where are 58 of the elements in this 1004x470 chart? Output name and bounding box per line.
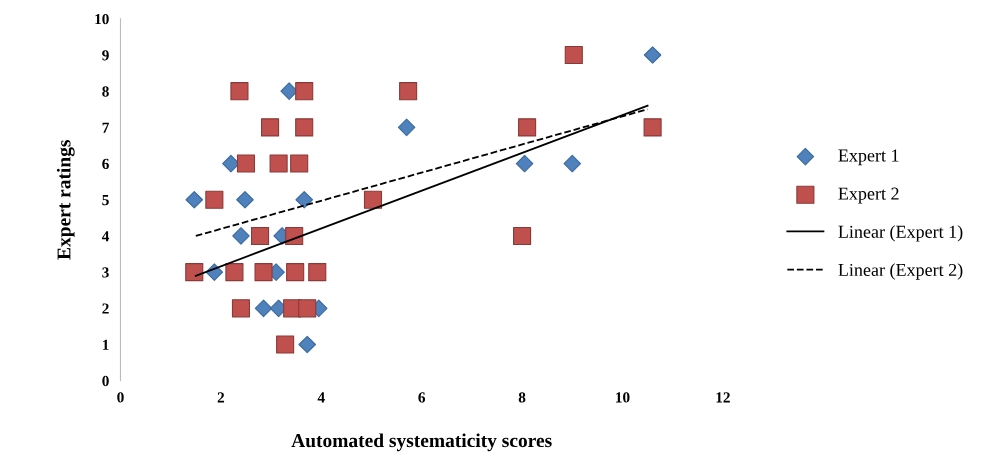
x-tick-label: 4 — [317, 392, 325, 403]
y-axis-title: Expert ratings — [56, 140, 75, 260]
point — [254, 299, 273, 318]
point — [643, 46, 662, 64]
y-tick-label: 8 — [102, 86, 109, 97]
point — [185, 190, 204, 209]
point — [399, 82, 418, 101]
point — [236, 154, 256, 173]
point — [231, 299, 251, 318]
legend-label: Linear (Expert 1) — [838, 225, 963, 242]
x-axis-title: Automated systematicity scores — [291, 433, 552, 452]
legend-label: Expert 1 — [838, 149, 899, 166]
point — [298, 335, 316, 354]
x-tick-label: 2 — [217, 392, 225, 403]
point — [225, 263, 244, 282]
x-tick-label: 0 — [117, 392, 124, 403]
x-tick-label: 6 — [418, 392, 426, 403]
y-tick-label: 2 — [102, 303, 109, 314]
point — [308, 263, 327, 282]
point — [261, 118, 280, 137]
point — [397, 118, 416, 137]
point — [276, 335, 295, 354]
y-tick-label: 5 — [102, 195, 109, 206]
y-tick-label: 7 — [102, 122, 109, 133]
point — [254, 263, 273, 282]
point — [643, 118, 662, 137]
point — [518, 118, 537, 137]
point — [250, 226, 270, 246]
point — [564, 45, 583, 65]
point — [290, 154, 309, 173]
x-tick-label: 12 — [716, 392, 730, 403]
y-tick-label: 0 — [102, 375, 109, 387]
point — [232, 227, 250, 245]
legend-label: Expert 2 — [838, 187, 899, 204]
point — [286, 263, 305, 282]
y-tick-label: 4 — [101, 231, 110, 242]
point — [295, 190, 313, 209]
point — [295, 82, 314, 101]
x-tick-label: 10 — [616, 392, 630, 403]
point — [269, 154, 288, 173]
x-tick-label: 8 — [518, 392, 526, 403]
point — [295, 118, 314, 137]
y-tick-label: 10 — [95, 13, 109, 25]
point — [236, 190, 254, 209]
point — [298, 299, 317, 318]
point — [515, 154, 534, 173]
y-tick-label: 1 — [102, 339, 109, 350]
y-tick-label: 6 — [102, 158, 109, 170]
legend-label: Linear (Expert 2) — [838, 263, 963, 280]
y-tick-label: 9 — [102, 50, 109, 61]
point — [513, 226, 532, 246]
point — [280, 82, 298, 100]
y-tick-label: 3 — [102, 267, 109, 278]
point — [230, 82, 249, 101]
point — [185, 263, 204, 282]
point — [563, 154, 582, 173]
point — [205, 190, 224, 209]
point — [363, 190, 383, 209]
